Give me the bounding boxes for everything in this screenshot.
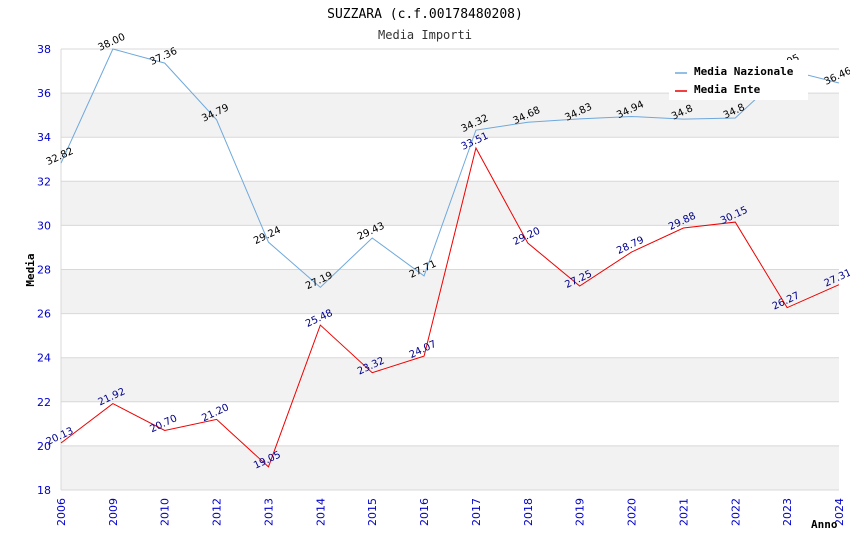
data-label: 29.20 — [511, 226, 542, 248]
x-tick-label: 2014 — [314, 498, 327, 526]
chart-title: SUZZARA (c.f.00178480208) — [327, 7, 523, 22]
y-tick-label: 22 — [37, 396, 51, 409]
grid-band — [61, 445, 839, 490]
data-label: 32.82 — [45, 146, 76, 168]
data-label: 29.24 — [252, 225, 283, 247]
x-tick-label: 2024 — [833, 498, 846, 526]
series-line — [60, 48, 840, 289]
y-axis-ticks: 18 20 22 24 26 28 30 32 34 36 38 — [37, 43, 51, 497]
x-tick-label: 2021 — [677, 498, 690, 526]
legend-label-media-ente: Media Ente — [694, 83, 761, 96]
y-tick-label: 30 — [37, 219, 51, 232]
grid-band — [61, 269, 839, 314]
x-tick-label: 2019 — [574, 498, 587, 526]
y-tick-label: 28 — [37, 264, 51, 277]
data-label: 20.13 — [45, 426, 76, 448]
y-tick-label: 18 — [37, 484, 51, 497]
grid-band — [61, 357, 839, 402]
x-tick-label: 2022 — [729, 498, 742, 526]
data-label: 21.20 — [200, 402, 231, 424]
y-tick-label: 32 — [37, 175, 51, 188]
legend: Media Nazionale Media Ente — [669, 60, 808, 100]
legend-label-media-nazionale: Media Nazionale — [694, 65, 794, 78]
series-line — [60, 146, 840, 468]
y-tick-label: 20 — [37, 440, 51, 453]
y-tick-label: 34 — [37, 131, 51, 144]
x-axis-ticks: 2006 2009 2010 2012 2013 2014 2015 2016 2017 2018… — [55, 498, 846, 526]
data-label: 36.46 — [823, 66, 850, 88]
y-tick-label: 36 — [37, 87, 51, 100]
x-tick-label: 2006 — [55, 498, 68, 526]
x-tick-label: 2012 — [211, 498, 224, 526]
x-tick-label: 2020 — [626, 498, 639, 526]
x-tick-label: 2015 — [366, 498, 379, 526]
y-tick-label: 26 — [37, 308, 51, 321]
data-label: 28.79 — [615, 235, 646, 257]
data-label: 20.70 — [148, 413, 179, 435]
legend-background — [669, 60, 808, 100]
y-axis-label: Media — [24, 253, 37, 286]
x-tick-label: 2009 — [107, 498, 120, 526]
x-tick-label: 2017 — [470, 498, 483, 526]
y-tick-label: 38 — [37, 43, 51, 56]
x-tick-label: 2023 — [781, 498, 794, 526]
x-axis-label: Anno — [811, 518, 838, 531]
plot-background-bands — [61, 93, 839, 490]
chart-subtitle: Media Importi — [378, 28, 472, 42]
x-tick-label: 2013 — [262, 498, 275, 526]
x-tick-label: 2010 — [159, 498, 172, 526]
x-tick-label: 2016 — [418, 498, 431, 526]
x-tick-label: 2018 — [522, 498, 535, 526]
y-tick-label: 24 — [37, 352, 51, 365]
grid-band — [61, 93, 839, 138]
